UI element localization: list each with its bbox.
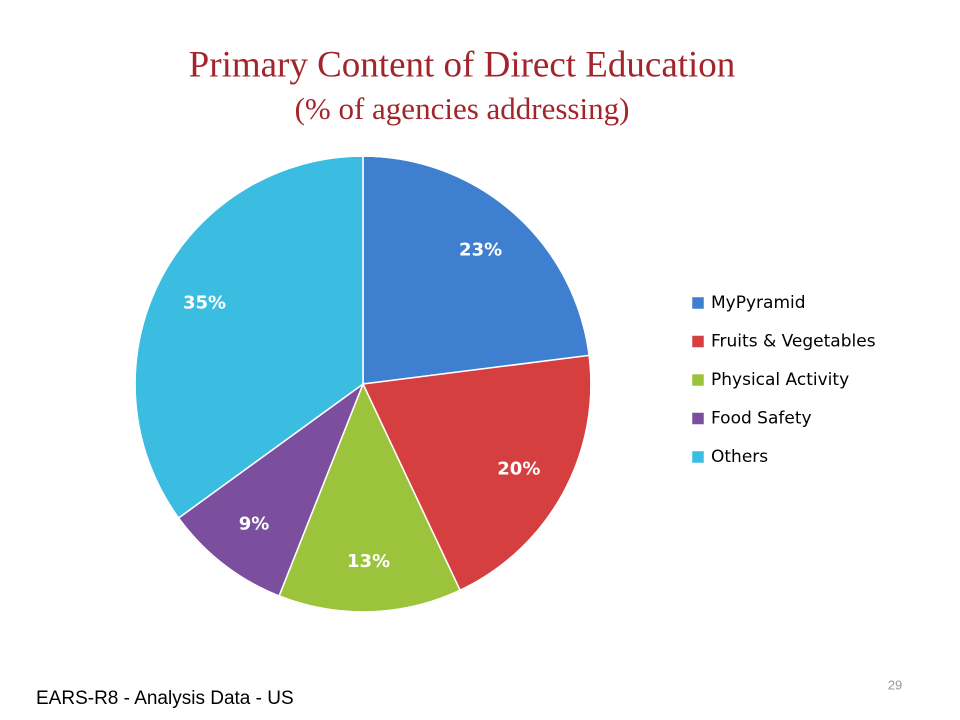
data-label: 13% <box>347 551 390 572</box>
legend-label: Fruits & Vegetables <box>711 332 876 352</box>
legend-label: Food Safety <box>711 409 812 429</box>
legend-label: Physical Activity <box>711 370 849 390</box>
legend-swatch <box>691 296 705 310</box>
legend-swatch <box>691 450 705 464</box>
legend-label: Others <box>711 447 768 467</box>
legend-swatch <box>691 335 705 348</box>
data-label: 9% <box>239 514 270 535</box>
data-label: 23% <box>459 240 502 261</box>
legend-swatch <box>691 373 705 387</box>
pie-outline <box>134 155 592 613</box>
chart-title: Primary Content of Direct Education <box>189 44 736 85</box>
legend-label: MyPyramid <box>711 293 806 313</box>
data-label: 20% <box>497 459 540 480</box>
chart-subtitle: (% of agencies addressing) <box>295 91 630 126</box>
legend-swatch <box>691 412 705 425</box>
data-label: 35% <box>183 292 226 313</box>
page-number: 29 <box>888 677 902 692</box>
footer-source: EARS-R8 - Analysis Data - US <box>36 688 294 709</box>
